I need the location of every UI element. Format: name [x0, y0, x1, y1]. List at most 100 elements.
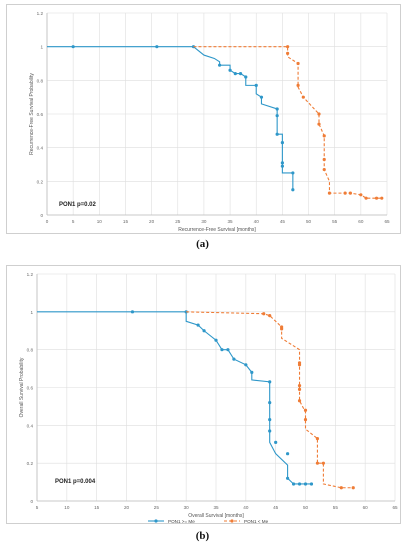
- series-line-low: [193, 46, 382, 199]
- x-tick-label: 55: [333, 505, 339, 510]
- data-point-marker: [274, 440, 278, 444]
- legend-swatch-marker: [230, 519, 234, 523]
- y-tick-label: 0.6: [27, 386, 34, 391]
- data-point-marker: [364, 196, 368, 200]
- chart-panel-b: 0 0.2 0.4 0.6 0.8 1 1.2 5 10 15 20 25 30 35 40 45 50 55 60…: [6, 265, 401, 524]
- x-tick-label: 25: [175, 219, 181, 224]
- data-point-marker: [286, 452, 290, 456]
- x-tick-label: 5: [36, 505, 39, 510]
- data-point-marker: [202, 329, 206, 333]
- x-tick-label: 65: [392, 505, 398, 510]
- data-point-marker: [214, 338, 218, 342]
- data-point-marker: [268, 418, 272, 422]
- p-value-annotation-b: PON1 p=0.004: [55, 479, 96, 485]
- x-tick-label: 45: [280, 219, 286, 224]
- data-point-marker: [254, 83, 258, 87]
- x-tick-label: 60: [358, 219, 364, 224]
- x-tick-label: 35: [213, 505, 219, 510]
- x-tick-label: 10: [64, 505, 70, 510]
- x-tick-label: 20: [124, 505, 130, 510]
- data-point-marker: [339, 486, 343, 490]
- y-tick-label: 0: [40, 213, 43, 218]
- data-point-marker: [327, 191, 332, 195]
- data-point-marker: [244, 363, 248, 367]
- data-point-marker: [322, 157, 326, 162]
- data-point-marker: [275, 114, 279, 118]
- x-tick-label: 50: [303, 505, 309, 510]
- data-point-marker: [303, 482, 308, 486]
- data-point-marker: [250, 370, 254, 374]
- data-point-marker: [184, 310, 188, 314]
- data-point-marker: [301, 95, 305, 99]
- p-value-annotation-a: PON1 p=0.02: [59, 202, 96, 208]
- data-point-marker: [317, 122, 321, 126]
- y-tick-label: 0.6: [37, 112, 44, 117]
- data-point-marker: [359, 193, 363, 197]
- series-line-high: [37, 311, 312, 485]
- data-point-marker: [220, 348, 224, 352]
- x-tick-label: 25: [154, 505, 160, 510]
- data-point-marker: [268, 429, 272, 433]
- data-point-marker: [268, 380, 272, 384]
- y-tick-label: 0.4: [37, 146, 44, 151]
- x-tick-label: 15: [123, 219, 129, 224]
- data-point-marker: [315, 461, 320, 465]
- series-line-low: [186, 311, 354, 489]
- data-point-marker: [380, 196, 384, 200]
- data-point-marker: [155, 45, 159, 49]
- y-axis-title: Overall Survival Probability: [19, 357, 25, 417]
- y-tick-label: 0.4: [27, 423, 34, 428]
- panel-label-b: (b): [195, 530, 210, 542]
- x-tick-label: 60: [363, 505, 369, 510]
- data-point-marker: [297, 363, 302, 367]
- data-point-marker: [218, 63, 222, 67]
- x-tick-label: 5: [72, 219, 75, 224]
- x-tick-label: 35: [228, 219, 234, 224]
- x-tick-label: 30: [201, 219, 207, 224]
- data-point-marker: [233, 72, 237, 76]
- data-point-marker: [348, 191, 352, 195]
- km-chart-a: 0 0.2 0.4 0.6 0.8 1 1.2 0 5 10 15 20 25 30 35 40 45 50 55 6…: [29, 11, 390, 233]
- data-point-marker: [262, 312, 266, 316]
- data-point-marker: [244, 75, 248, 79]
- data-point-marker: [228, 68, 232, 72]
- y-tick-label: 0.2: [27, 461, 34, 466]
- data-point-marker: [303, 408, 308, 412]
- data-point-marker: [238, 72, 243, 76]
- data-point-marker: [317, 112, 321, 116]
- y-tick-label: 0.8: [37, 78, 44, 83]
- y-tick-label: 1: [40, 45, 43, 50]
- data-point-marker: [259, 95, 264, 99]
- data-point-marker: [280, 141, 284, 145]
- data-point-marker: [196, 323, 200, 327]
- data-point-marker: [374, 196, 379, 200]
- legend-label: PON1 >= Me: [168, 519, 195, 523]
- data-point-marker: [291, 171, 295, 175]
- data-point-marker: [303, 418, 308, 422]
- data-point-marker: [130, 310, 135, 314]
- data-point-marker: [351, 486, 355, 490]
- x-tick-label: 65: [384, 219, 390, 224]
- data-point-marker: [280, 164, 284, 168]
- data-point-marker: [296, 61, 300, 66]
- x-axis-title: Overall Survival [months]: [188, 513, 244, 519]
- y-axis-title: Recurrence-Free Survival Probability: [29, 73, 35, 155]
- data-point-marker: [71, 45, 75, 49]
- data-point-marker: [296, 83, 300, 87]
- y-tick-label: 1.2: [37, 11, 44, 16]
- x-tick-label: 30: [184, 505, 190, 510]
- data-point-marker: [321, 461, 325, 465]
- y-tick-label: 0.8: [27, 348, 34, 353]
- data-point-marker: [280, 327, 284, 331]
- data-point-marker: [322, 134, 326, 138]
- data-point-marker: [297, 399, 302, 403]
- x-tick-label: 55: [332, 219, 338, 224]
- chart-panel-a: 0 0.2 0.4 0.6 0.8 1 1.2 0 5 10 15 20 25 30 35 40 45 50 55 6…: [6, 4, 401, 234]
- x-tick-label: 10: [97, 219, 103, 224]
- data-point-marker: [343, 191, 347, 195]
- data-point-marker: [275, 132, 279, 136]
- data-point-marker: [309, 482, 314, 486]
- data-point-marker: [291, 188, 295, 192]
- y-tick-label: 1: [30, 310, 33, 315]
- data-point-marker: [226, 348, 230, 352]
